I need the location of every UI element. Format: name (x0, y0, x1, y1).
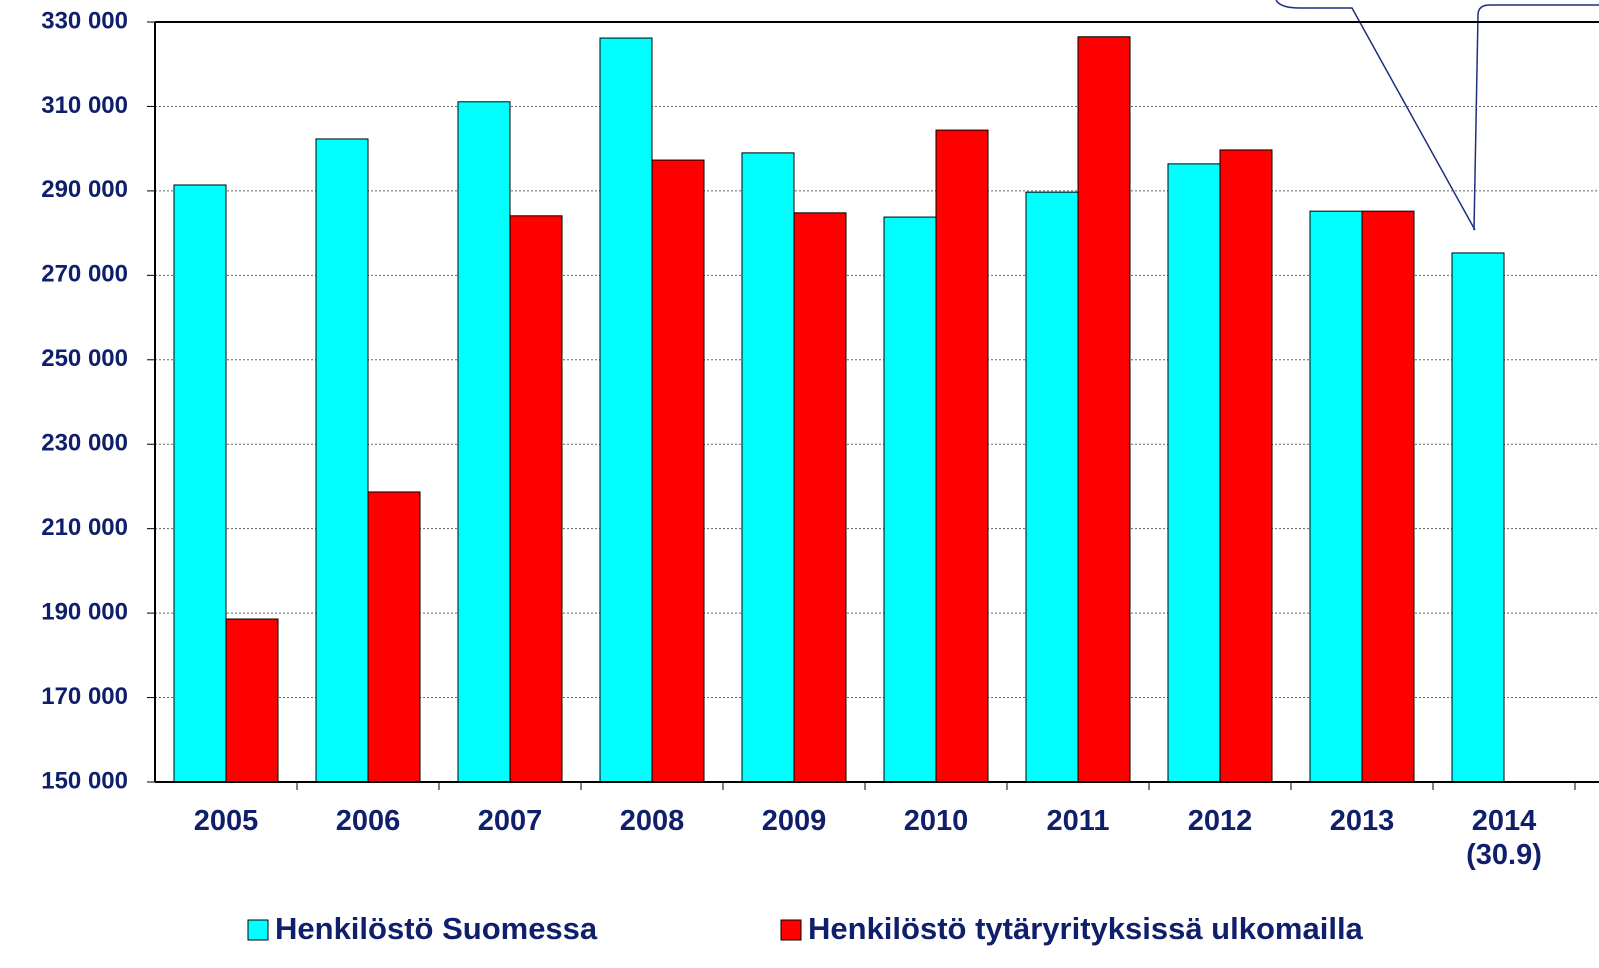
bar (793, 212, 847, 783)
bar (225, 618, 279, 783)
x-tick-label: 2006 (335, 805, 401, 837)
x-tick-label: 2008 (619, 805, 685, 837)
y-tick-label: 330 000 (41, 7, 128, 34)
x-tick-label: 2012 (1187, 805, 1253, 837)
y-tick-label: 210 000 (41, 514, 128, 541)
bar (1025, 191, 1079, 783)
callout-line (1275, 0, 1476, 231)
y-tick-label: 190 000 (41, 598, 128, 625)
bar (599, 37, 653, 783)
y-tick-label: 170 000 (41, 683, 128, 710)
bar (457, 101, 511, 783)
y-tick-label: 250 000 (41, 345, 128, 372)
y-tick-label: 150 000 (41, 767, 128, 794)
x-tick-label: 2013 (1329, 805, 1395, 837)
bar (1167, 163, 1221, 783)
bar (651, 159, 705, 783)
x-tick-label: 2007 (477, 805, 543, 837)
y-tick-label: 310 000 (41, 92, 128, 119)
legend-label: Henkilöstö tytäryrityksissä ulkomailla (808, 911, 1364, 946)
bar (509, 215, 563, 783)
legend-swatch (247, 919, 269, 941)
x-tick-label: 2014 (30.9) (1466, 805, 1542, 871)
y-tick-label: 290 000 (41, 176, 128, 203)
bar (1451, 252, 1505, 783)
callout-line (1473, 4, 1599, 231)
legend-swatch (780, 919, 802, 941)
bar (1361, 210, 1415, 783)
bar (1309, 210, 1363, 783)
y-tick-label: 270 000 (41, 261, 128, 288)
bar (1077, 36, 1131, 783)
x-tick-label: 2005 (193, 805, 259, 837)
legend-label: Henkilöstö Suomessa (275, 911, 598, 946)
callout (1275, 0, 1599, 231)
bar (173, 184, 227, 783)
bar (741, 152, 795, 783)
bar (1219, 149, 1273, 783)
bar (883, 216, 937, 783)
bar (367, 491, 421, 783)
x-tick-label: 2009 (761, 805, 827, 837)
bar (935, 129, 989, 783)
y-tick-label: 230 000 (41, 430, 128, 457)
x-tick-label: 2010 (903, 805, 969, 837)
bar (315, 138, 369, 783)
x-tick-label: 2011 (1046, 805, 1110, 837)
